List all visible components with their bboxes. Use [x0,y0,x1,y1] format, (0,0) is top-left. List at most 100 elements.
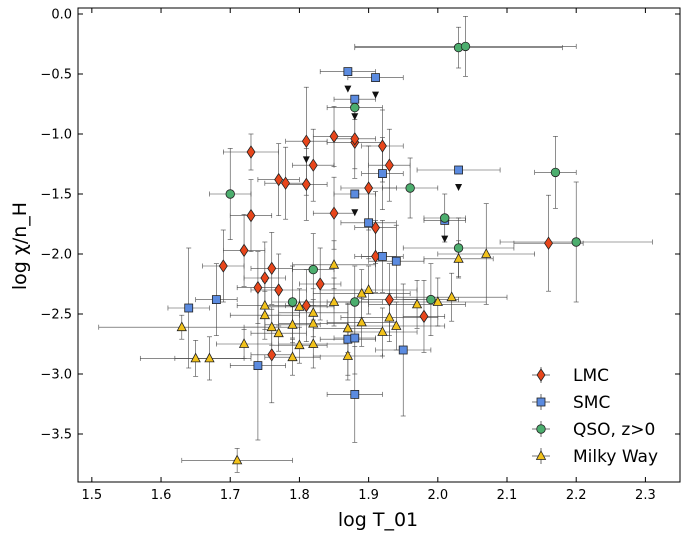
legend-marker-qso-z-0 [536,424,546,434]
y-tick-label: −1.0 [40,128,72,143]
milky-way-point [328,296,340,306]
milky-way-point [356,287,367,298]
milky-way-point [287,318,298,329]
legend-label-lmc: LMC [573,366,609,386]
milky-way-point [391,320,402,330]
qso-z-0-point [405,183,415,193]
lmc-point [253,280,263,295]
milky-way-point [259,309,270,320]
x-tick-label: 2.3 [635,488,656,503]
milky-way-point [308,338,319,348]
lmc-point [239,243,249,258]
smc-point [391,256,401,266]
upper-limit-arrows [302,85,463,243]
lmc-point [384,158,394,172]
y-tick-label: −2.0 [40,248,72,263]
legend-label-milky-way: Milky Way [573,447,658,467]
milky-way-point [328,258,340,269]
smc-point [364,218,374,228]
legend: LMC SMC QSO, z>0 Milky Way [532,366,658,467]
milky-way-point [453,252,464,263]
qso-z-0-point [426,294,436,305]
qso-z-0-point [287,297,298,307]
smc-point [350,94,360,104]
milky-way-point [238,338,250,348]
milky-way-point [294,339,305,350]
upper-limit-arrow [455,184,463,191]
lmc-point [274,172,284,187]
upper-limit-arrow [344,85,352,93]
upper-limit-arrow [441,235,449,243]
smc-point [371,73,380,82]
x-tick-label: 1.5 [81,488,102,503]
legend-marker-milky-way [535,450,547,460]
legend-label-qso-z-0: QSO, z>0 [573,420,655,440]
x-tick-label: 1.6 [151,488,172,503]
milky-way-point [481,248,492,258]
y-tick-label: 0.0 [51,8,72,23]
lmc-point [281,176,291,190]
qso-z-0-point [453,243,464,253]
milky-way-point [356,316,367,327]
lmc-point [246,208,256,223]
milky-way-point [342,322,354,333]
milky-way-point [231,454,243,465]
smc-point [350,333,360,343]
x-tick-label: 2.1 [497,488,518,503]
milky-way-point [176,321,187,332]
lmc-point [364,181,374,195]
y-axis-ticks: 0.0 −0.5 −1.0 −1.5 −2.0 −2.5 −3.0 −3.5 [40,8,680,443]
lmc-point [301,177,311,192]
y-axis-label: log χ/n_H [9,202,31,290]
y-tick-label: −3.5 [40,428,72,443]
milky-way-point [287,351,298,362]
qso-z-0-point [550,167,561,178]
milky-way-point [308,306,319,317]
qso-z-0-point [350,102,360,113]
qso-z-0-point [350,297,360,307]
upper-limit-arrow [372,91,380,99]
smc-point [350,389,360,399]
lmc-point [301,298,311,313]
qso-z-0-point [440,213,450,223]
lmc-point [260,271,270,285]
lmc-point [274,283,284,297]
lmc-point [350,132,360,146]
x-tick-label: 1.7 [220,488,241,503]
smc-point [398,345,408,355]
lmc-point [384,292,394,307]
lmc-point [301,134,311,148]
x-tick-label: 2.0 [427,488,448,503]
smc-point [378,169,387,179]
milky-way-point [363,284,374,294]
smc-point [350,189,360,199]
x-tick-label: 1.9 [358,488,379,503]
legend-label-smc: SMC [573,393,610,413]
milky-way-point [308,317,319,328]
x-tick-label: 1.8 [289,488,310,503]
x-tick-label: 2.2 [566,488,587,503]
lmc-point [544,236,554,250]
milky-way-point [446,291,457,302]
milky-way-point [384,311,395,322]
error-bars [98,16,653,473]
lmc-point [377,139,387,153]
milky-way-point [266,321,277,332]
qso-z-0-point [460,41,471,52]
lmc-point [246,145,256,159]
milky-way-point [342,350,354,360]
smc-point [253,361,263,371]
lmc-point [329,206,339,220]
legend-marker-smc [536,397,546,407]
lmc-point [267,261,277,276]
lmc-point [419,309,429,324]
milky-way-point [377,326,388,336]
x-axis-label: log T_01 [338,509,418,531]
upper-limit-arrow [351,209,359,217]
plot-frame [77,7,681,483]
milky-way-point [204,352,215,363]
milky-way-point [432,296,443,306]
qso-z-0-point [308,264,318,275]
